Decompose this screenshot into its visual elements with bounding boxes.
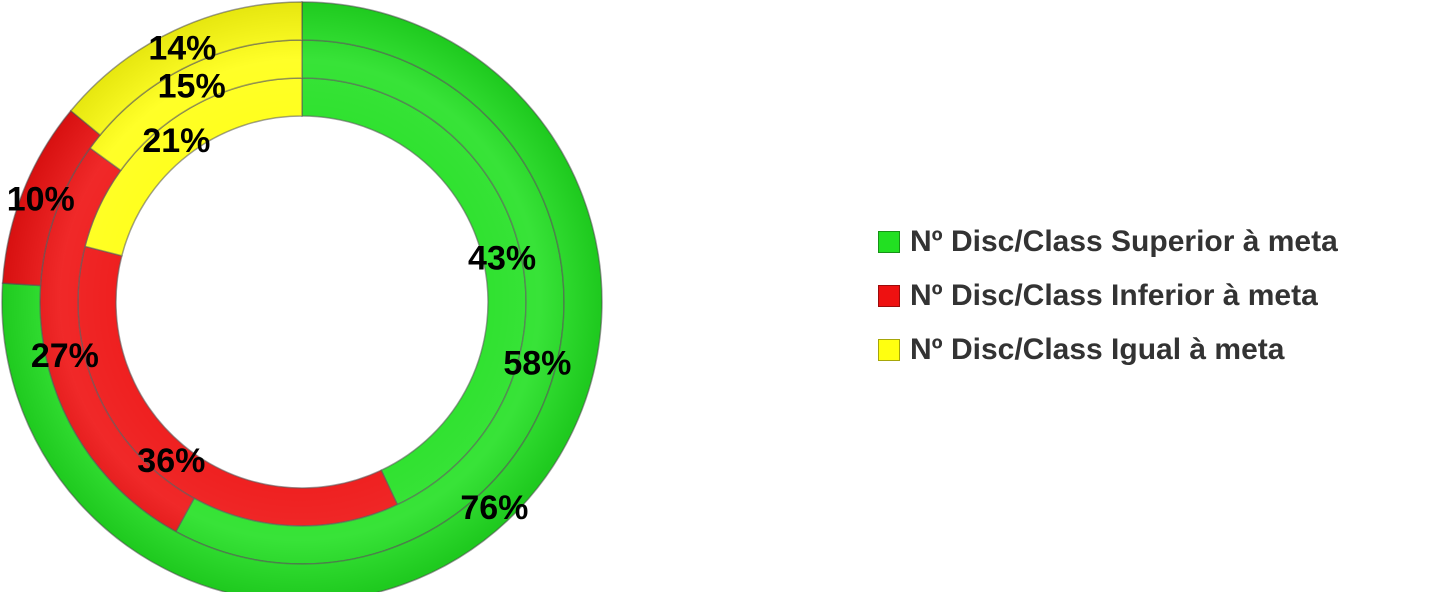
- legend-item-igual: Nº Disc/Class Igual à meta: [878, 330, 1338, 370]
- chart-legend: Nº Disc/Class Superior à meta Nº Disc/Cl…: [878, 222, 1338, 370]
- legend-label-inferior: Nº Disc/Class Inferior à meta: [910, 279, 1318, 312]
- legend-swatch-inferior: [878, 285, 900, 307]
- label-middle-inferior: 27%: [31, 337, 99, 375]
- legend-swatch-igual: [878, 339, 900, 361]
- label-inner-superior: 43%: [468, 239, 536, 277]
- label-middle-superior: 58%: [503, 344, 571, 382]
- legend-item-superior: Nº Disc/Class Superior à meta: [878, 222, 1338, 262]
- label-outer-igual: 14%: [148, 30, 216, 68]
- legend-swatch-superior: [878, 231, 900, 253]
- legend-label-igual: Nº Disc/Class Igual à meta: [910, 333, 1285, 366]
- label-inner-inferior: 36%: [137, 442, 205, 480]
- label-outer-inferior: 10%: [7, 181, 75, 219]
- label-outer-superior: 76%: [460, 489, 528, 527]
- legend-label-superior: Nº Disc/Class Superior à meta: [910, 225, 1338, 258]
- legend-item-inferior: Nº Disc/Class Inferior à meta: [878, 276, 1338, 316]
- label-middle-igual: 15%: [158, 67, 226, 105]
- chart-data-labels: 43% 36% 21% 58% 27% 15% 76% 10% 14%: [7, 30, 572, 527]
- label-inner-igual: 21%: [142, 122, 210, 160]
